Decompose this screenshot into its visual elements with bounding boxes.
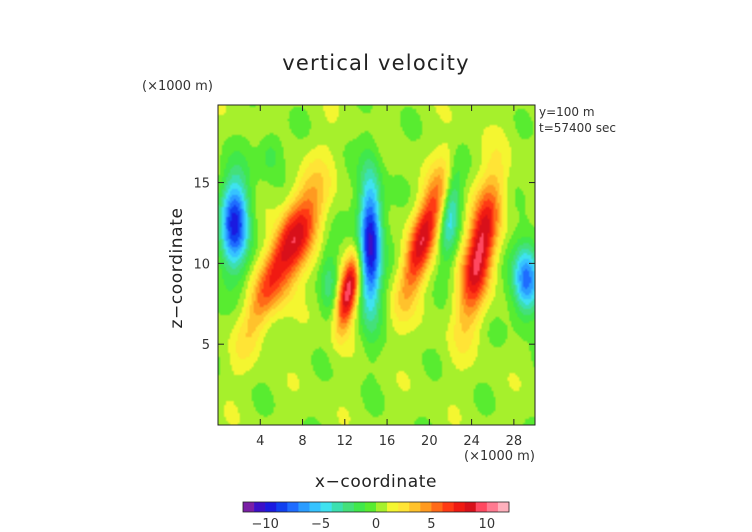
colorbar-swatch [298, 502, 310, 512]
x-tick-label: 28 [506, 434, 523, 449]
annotation-time: t=57400 sec [539, 121, 616, 135]
x-axis-label: x−coordinate [315, 472, 437, 492]
colorbar-swatch [387, 502, 399, 512]
colorbar-swatch [353, 502, 366, 512]
colorbar-swatch [243, 502, 255, 512]
colorbar-swatch [464, 502, 477, 512]
colorbar-swatch [254, 502, 266, 512]
x-tick-label: 12 [337, 434, 354, 449]
y-tick-label: 5 [202, 338, 210, 353]
colorbar-tick-label: 0 [372, 517, 380, 532]
colorbar-swatch [475, 502, 488, 512]
plot-area: 4 8 12 16 20 24 28 5 10 15 [193, 104, 536, 449]
annotation-y: y=100 m [539, 105, 595, 119]
colorbar-swatch [409, 502, 421, 512]
x-tick-label: 16 [379, 434, 396, 449]
colorbar-swatch [320, 502, 332, 512]
x-tick-label: 4 [256, 434, 264, 449]
colorbar-swatch [442, 502, 454, 512]
x-tick-label: 24 [463, 434, 480, 449]
colorbar [242, 501, 510, 513]
y-unit-label: (×1000 m) [142, 79, 213, 94]
x-unit-label: (×1000 m) [464, 449, 535, 464]
colorbar-swatch [287, 502, 299, 512]
heatmap-field [218, 105, 535, 425]
colorbar-swatch [420, 502, 432, 512]
colorbar-ticks: −10 −5 0 5 10 [251, 517, 495, 532]
y-axis-label: z−coordinate [167, 207, 187, 328]
colorbar-swatch [486, 502, 499, 512]
colorbar-frame [242, 501, 510, 513]
plot-frame [217, 104, 536, 426]
x-axis: 4 8 12 16 20 24 28 [256, 105, 522, 449]
colorbar-swatch [342, 502, 355, 512]
colorbar-swatch [453, 502, 465, 512]
colorbar-swatch [431, 502, 443, 512]
x-tick-label: 20 [421, 434, 438, 449]
colorbar-swatch [376, 502, 388, 512]
colorbar-swatch [364, 502, 377, 512]
colorbar-swatch [309, 502, 321, 512]
colorbar-swatch [398, 502, 410, 512]
x-tick-label: 8 [298, 434, 306, 449]
colorbar-tick-label: −5 [311, 517, 330, 532]
y-tick-label: 15 [193, 177, 210, 192]
colorbar-tick-label: −10 [251, 517, 278, 532]
colorbar-swatch [497, 502, 510, 512]
chart-title: vertical velocity [282, 51, 469, 75]
colorbar-tick-label: 5 [427, 517, 435, 532]
colorbar-swatch [265, 502, 277, 512]
y-axis: 5 10 15 [193, 177, 535, 353]
y-tick-label: 10 [193, 257, 210, 272]
colorbar-swatch [331, 502, 344, 512]
colorbar-tick-label: 10 [479, 517, 496, 532]
colorbar-swatch [276, 502, 288, 512]
